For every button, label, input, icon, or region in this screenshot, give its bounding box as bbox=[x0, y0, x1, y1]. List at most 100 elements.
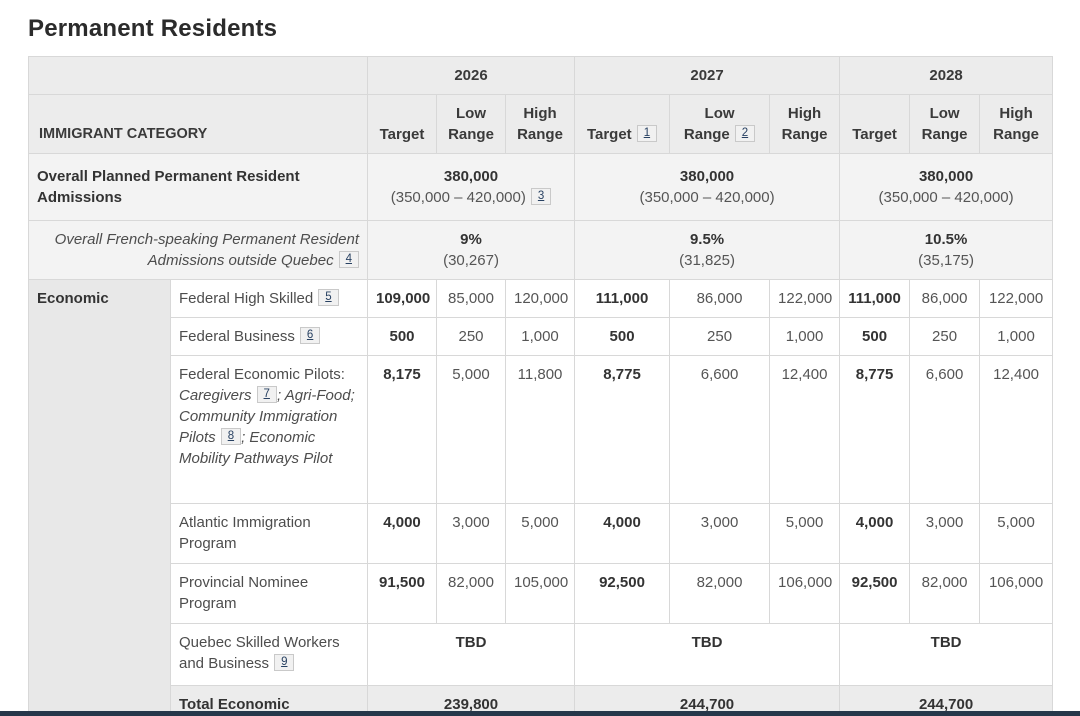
fb-2028-high: 1,000 bbox=[979, 317, 1054, 356]
french-2026-percent: 9% bbox=[460, 231, 482, 248]
fb-2027-target: 500 bbox=[574, 317, 671, 356]
fb-2027-high: 1,000 bbox=[769, 317, 841, 356]
pnp-2026-target: 91,500 bbox=[367, 563, 437, 624]
high-range-2026-label: High Range bbox=[517, 105, 563, 143]
quebec-2028-value: TBD bbox=[839, 623, 1054, 686]
fep-2027-target: 8,775 bbox=[574, 355, 671, 504]
footnote-4-link[interactable]: 4 bbox=[338, 251, 359, 268]
total-economic-2027: 244,700 bbox=[574, 685, 841, 716]
low-range-2027-header: Low Range 2 bbox=[669, 94, 771, 154]
fep-2026-target: 8,175 bbox=[367, 355, 437, 504]
fep-2028-high: 12,400 bbox=[979, 355, 1054, 504]
total-economic-row: Total Economic 239,800 244,700 244,700 bbox=[29, 685, 1054, 716]
french-speaking-row: Overall French-speaking Permanent Reside… bbox=[28, 220, 1054, 280]
footnote-1-link[interactable]: 1 bbox=[636, 125, 658, 142]
overall-2026-cell: 380,000 (350,000 – 420,000) 3 bbox=[366, 153, 576, 221]
pnp-2028-high: 106,000 bbox=[979, 563, 1054, 624]
french-2026-cell: 9% (30,267) bbox=[366, 220, 576, 280]
federal-high-skilled-label: Federal High Skilled 5 bbox=[170, 279, 368, 318]
aip-2027-high: 5,000 bbox=[769, 503, 841, 564]
pnp-2027-low: 82,000 bbox=[669, 563, 771, 624]
footnote-5-link[interactable]: 5 bbox=[318, 289, 339, 306]
fep-2026-low: 5,000 bbox=[436, 355, 506, 504]
fb-2026-high: 1,000 bbox=[504, 317, 576, 356]
total-economic-2026: 239,800 bbox=[366, 685, 576, 716]
federal-high-skilled-row: Economic Federal High Skilled 5 109,000 8… bbox=[28, 279, 1054, 716]
french-2028-count: (35,175) bbox=[918, 252, 975, 269]
high-range-2028-label: High Range bbox=[993, 105, 1039, 143]
overall-2028-target: 380,000 bbox=[918, 168, 974, 185]
fb-2027-low: 250 bbox=[669, 317, 771, 356]
overall-2026-target: 380,000 bbox=[443, 168, 499, 185]
high-range-2028-header: High Range bbox=[979, 94, 1054, 154]
provincial-nominee-row: Provincial Nominee Program 91,500 82,000… bbox=[29, 563, 1054, 624]
footnote-8-link[interactable]: 8 bbox=[220, 428, 242, 445]
immigrant-category-header: IMMIGRANT CATEGORY bbox=[28, 94, 368, 154]
fhs-2026-high: 120,000 bbox=[504, 279, 576, 318]
low-range-2028-header: Low Range bbox=[909, 94, 981, 154]
page-title: Permanent Residents bbox=[28, 15, 278, 42]
pnp-2028-low: 82,000 bbox=[909, 563, 981, 624]
fhs-2028-low: 86,000 bbox=[909, 279, 981, 318]
quebec-skilled-label: Quebec Skilled Workers and Business 9 bbox=[170, 623, 368, 686]
atlantic-immigration-row: Atlantic Immigration Program 4,000 3,000… bbox=[29, 503, 1054, 564]
quebec-2027-value: TBD bbox=[574, 623, 841, 686]
overall-admissions-row: Overall Planned Permanent Resident Admis… bbox=[28, 153, 1054, 221]
target-2027-header: Target 1 bbox=[574, 94, 671, 154]
atlantic-immigration-label: Atlantic Immigration Program bbox=[170, 503, 368, 564]
low-range-2026-label: Low Range bbox=[448, 105, 494, 143]
total-economic-2028: 244,700 bbox=[839, 685, 1054, 716]
federal-economic-pilots-label: Federal Economic Pilots: Caregivers 7; Ag… bbox=[170, 355, 368, 504]
footnote-2-link[interactable]: 2 bbox=[734, 125, 756, 142]
aip-2028-low: 3,000 bbox=[909, 503, 981, 564]
footnote-6-link[interactable]: 6 bbox=[299, 327, 321, 344]
immigration-levels-table: 2026 2027 2028 IMMIGRANT CATEGORY Target… bbox=[28, 56, 1054, 716]
federal-business-row: Federal Business 6 500 250 1,000 500 250 … bbox=[29, 317, 1054, 356]
fhs-2028-target: 111,000 bbox=[839, 279, 911, 318]
low-range-2028-label: Low Range bbox=[921, 105, 968, 143]
french-2027-cell: 9.5% (31,825) bbox=[574, 220, 841, 280]
low-range-2026-header: Low Range bbox=[436, 94, 506, 154]
aip-2028-target: 4,000 bbox=[839, 503, 911, 564]
overall-2027-range: (350,000 – 420,000) bbox=[639, 189, 775, 206]
overall-admissions-label: Overall Planned Permanent Resident Admis… bbox=[28, 153, 368, 221]
low-range-2027-label: Low Range bbox=[683, 105, 735, 143]
target-2026-label: Target bbox=[379, 126, 425, 143]
fep-2027-low: 6,600 bbox=[669, 355, 771, 504]
french-2027-percent: 9.5% bbox=[689, 231, 725, 248]
footnote-9-link[interactable]: 9 bbox=[274, 654, 295, 671]
footnote-7-link[interactable]: 7 bbox=[256, 386, 277, 403]
overall-2026-range: (350,000 – 420,000) 3 bbox=[376, 187, 566, 208]
fb-2028-low: 250 bbox=[909, 317, 981, 356]
quebec-2026-value: TBD bbox=[366, 623, 576, 686]
high-range-2026-header: High Range bbox=[504, 94, 576, 154]
quebec-skilled-row: Quebec Skilled Workers and Business 9 TBD… bbox=[29, 623, 1054, 686]
footnote-3-link[interactable]: 3 bbox=[530, 188, 552, 205]
fhs-2026-low: 85,000 bbox=[436, 279, 506, 318]
fb-2028-target: 500 bbox=[839, 317, 911, 356]
overall-2027-cell: 380,000 (350,000 – 420,000) bbox=[574, 153, 841, 221]
high-range-2027-header: High Range bbox=[769, 94, 841, 154]
aip-2026-target: 4,000 bbox=[367, 503, 437, 564]
target-2028-label: Target bbox=[852, 126, 897, 143]
fep-2028-target: 8,775 bbox=[839, 355, 911, 504]
overall-2027-target: 380,000 bbox=[679, 168, 735, 185]
overall-2028-range: (350,000 – 420,000) bbox=[878, 189, 1014, 206]
high-range-2027-label: High Range bbox=[781, 105, 828, 143]
aip-2027-low: 3,000 bbox=[669, 503, 771, 564]
economic-group-cell: Economic bbox=[28, 279, 171, 716]
provincial-nominee-label: Provincial Nominee Program bbox=[170, 563, 368, 624]
overall-2028-cell: 380,000 (350,000 – 420,000) bbox=[839, 153, 1054, 221]
fhs-2028-high: 122,000 bbox=[979, 279, 1054, 318]
pnp-2026-low: 82,000 bbox=[436, 563, 506, 624]
corner-cell bbox=[28, 56, 368, 95]
aip-2026-high: 5,000 bbox=[504, 503, 576, 564]
federal-economic-pilots-row: Federal Economic Pilots: Caregivers 7; Ag… bbox=[29, 355, 1054, 504]
target-2028-header: Target bbox=[839, 94, 911, 154]
year-header-row: 2026 2027 2028 bbox=[28, 56, 1054, 95]
pnp-2026-high: 105,000 bbox=[504, 563, 576, 624]
fhs-2026-target: 109,000 bbox=[367, 279, 437, 318]
fhs-2027-target: 111,000 bbox=[574, 279, 671, 318]
french-2028-percent: 10.5% bbox=[924, 231, 968, 248]
